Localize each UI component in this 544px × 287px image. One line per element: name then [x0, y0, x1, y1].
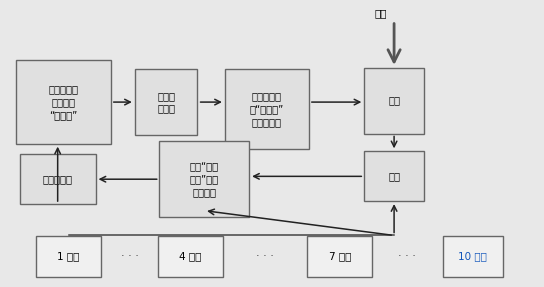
Text: · · ·: · · ·: [121, 251, 139, 261]
FancyBboxPatch shape: [20, 154, 96, 204]
Text: 4 通道: 4 通道: [180, 251, 202, 261]
Text: 1 通道: 1 通道: [57, 251, 80, 261]
FancyBboxPatch shape: [36, 236, 101, 277]
Text: 10 通道: 10 通道: [459, 251, 487, 261]
FancyBboxPatch shape: [443, 236, 503, 277]
Text: 反馈修正后
的“补偿位”
给校准设备: 反馈修正后 的“补偿位” 给校准设备: [250, 92, 284, 127]
Text: 7 通道: 7 通道: [329, 251, 351, 261]
Text: 起点: 起点: [374, 9, 387, 19]
FancyBboxPatch shape: [159, 141, 249, 217]
FancyBboxPatch shape: [364, 151, 424, 201]
FancyBboxPatch shape: [364, 68, 424, 133]
Text: · · ·: · · ·: [398, 251, 416, 261]
Text: 传输“校验
数据”至本
地数据库: 传输“校验 数据”至本 地数据库: [190, 161, 219, 197]
Text: · · ·: · · ·: [256, 251, 274, 261]
Text: 补偿值
计算器: 补偿值 计算器: [157, 91, 175, 113]
FancyBboxPatch shape: [135, 69, 197, 135]
Text: 本地数据库: 本地数据库: [42, 174, 73, 184]
Text: 采集本地上
次测试的
“补偿位”: 采集本地上 次测试的 “补偿位”: [48, 84, 78, 120]
Text: 校验: 校验: [388, 171, 400, 181]
FancyBboxPatch shape: [158, 236, 223, 277]
FancyBboxPatch shape: [16, 60, 110, 144]
FancyBboxPatch shape: [307, 236, 373, 277]
FancyBboxPatch shape: [225, 69, 308, 149]
Text: 校准: 校准: [388, 96, 400, 106]
